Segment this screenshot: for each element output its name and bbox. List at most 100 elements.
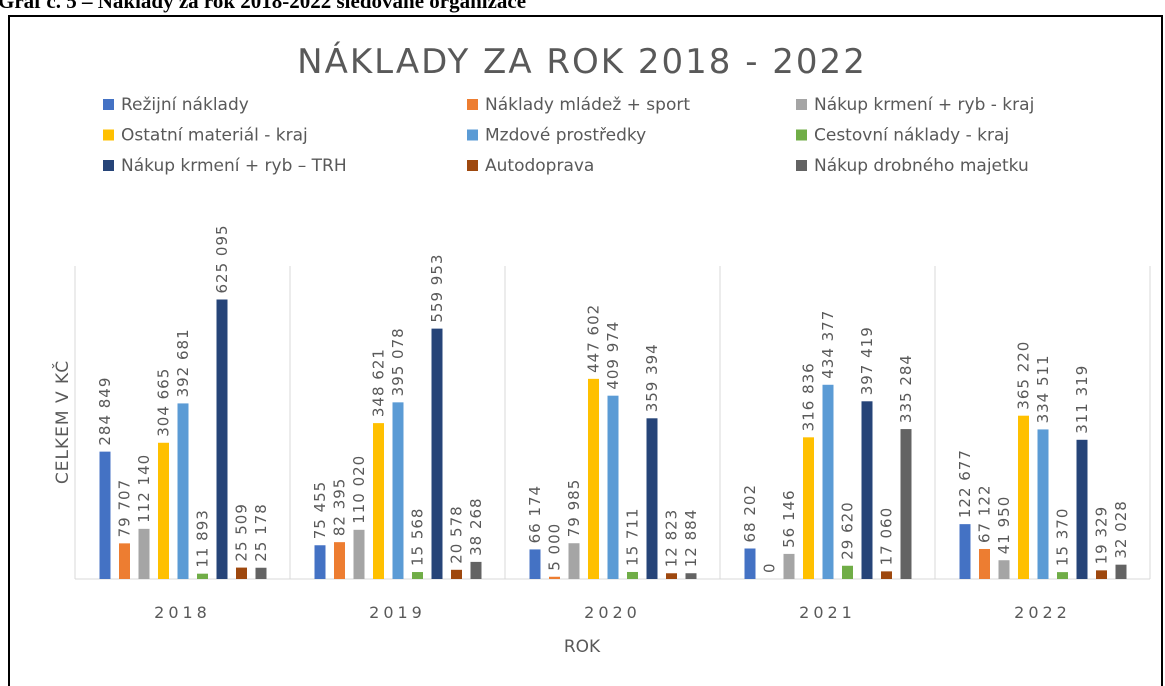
bar xyxy=(822,384,834,579)
data-label: 284 849 xyxy=(96,377,114,446)
data-label: 559 953 xyxy=(428,254,446,323)
bar xyxy=(881,571,892,579)
data-label: 365 220 xyxy=(1015,341,1033,410)
bar xyxy=(744,548,756,579)
bar xyxy=(236,567,247,579)
bar xyxy=(803,437,814,579)
legend-label: Nákup drobného majetku xyxy=(814,156,1029,176)
x-tick-label: 2022 xyxy=(1014,603,1071,622)
bar xyxy=(959,524,971,579)
bar xyxy=(1018,415,1029,579)
bar xyxy=(119,543,130,579)
bar xyxy=(529,549,541,579)
bar xyxy=(685,573,697,579)
data-label: 75 455 xyxy=(311,481,329,540)
data-label: 66 174 xyxy=(526,485,544,544)
chart-title: NÁKLADY ZA ROK 2018 - 2022 xyxy=(297,41,867,82)
data-label: 15 568 xyxy=(409,508,427,567)
legend-swatch xyxy=(467,99,478,110)
data-label: 82 395 xyxy=(331,478,349,537)
data-label: 56 146 xyxy=(780,489,798,548)
legend-swatch xyxy=(467,160,478,171)
data-label: 12 884 xyxy=(682,509,700,568)
data-label: 397 419 xyxy=(858,326,876,395)
data-label: 5 000 xyxy=(546,523,564,571)
data-label: 335 284 xyxy=(897,354,915,423)
bar xyxy=(588,378,599,579)
bar xyxy=(431,328,443,579)
data-label: 311 319 xyxy=(1073,365,1091,434)
data-label: 110 020 xyxy=(350,455,368,524)
bar xyxy=(979,548,990,579)
legend-label: Nákup krmení + ryb – TRH xyxy=(121,156,347,176)
legend-swatch xyxy=(467,129,478,141)
data-label: 359 394 xyxy=(643,343,661,412)
bar xyxy=(373,423,384,579)
y-axis-label: CELKEM V KČ xyxy=(51,360,73,484)
bar xyxy=(607,395,619,579)
data-label: 409 974 xyxy=(604,321,622,390)
data-label: 79 985 xyxy=(565,479,583,538)
data-label: 29 620 xyxy=(839,501,857,560)
bar xyxy=(353,529,365,579)
bar xyxy=(1037,429,1049,579)
data-label: 32 028 xyxy=(1112,500,1130,559)
chart-border xyxy=(8,15,1163,686)
data-label: 434 377 xyxy=(819,310,837,379)
data-label: 122 677 xyxy=(956,449,974,518)
bar xyxy=(783,553,795,579)
data-label: 19 329 xyxy=(1093,506,1111,565)
legend-label: Autodoprava xyxy=(485,156,594,176)
bar xyxy=(1115,564,1127,579)
caption: Graf č. 5 – Náklady za rok 2018-2022 sle… xyxy=(0,0,526,13)
data-label: 38 268 xyxy=(467,497,485,556)
x-tick-label: 2020 xyxy=(584,603,641,622)
bar xyxy=(1057,572,1068,579)
bar xyxy=(99,451,111,579)
bar xyxy=(197,573,208,579)
legend-swatch xyxy=(103,99,114,110)
bar xyxy=(627,571,638,579)
bar xyxy=(451,569,462,579)
bar xyxy=(216,299,228,579)
data-label: 392 681 xyxy=(174,328,192,397)
data-label: 112 140 xyxy=(135,454,153,523)
data-label: 348 621 xyxy=(370,348,388,417)
data-label: 395 078 xyxy=(389,327,407,396)
legend-swatch xyxy=(796,160,807,171)
bar xyxy=(158,442,169,579)
bar xyxy=(314,545,326,579)
data-label: 68 202 xyxy=(741,484,759,543)
data-label: 12 823 xyxy=(663,509,681,568)
data-label: 334 511 xyxy=(1034,354,1052,423)
data-label: 0 xyxy=(761,562,779,573)
bar xyxy=(646,418,658,579)
data-label: 17 060 xyxy=(878,507,896,566)
data-label: 11 893 xyxy=(194,509,212,568)
legend-swatch xyxy=(796,99,807,110)
data-label: 20 578 xyxy=(448,505,466,564)
bar xyxy=(334,542,345,579)
x-tick-label: 2018 xyxy=(154,603,211,622)
legend-swatch xyxy=(796,129,807,141)
x-tick-label: 2021 xyxy=(799,603,856,622)
x-axis-label: ROK xyxy=(564,637,601,657)
data-label: 316 836 xyxy=(800,362,818,431)
bar xyxy=(177,403,189,579)
data-label: 15 370 xyxy=(1054,508,1072,567)
legend-label: Náklady mládež + sport xyxy=(485,95,690,115)
bar xyxy=(861,401,873,579)
bar xyxy=(666,573,677,579)
legend-label: Nákup krmení + ryb - kraj xyxy=(814,95,1034,115)
bar xyxy=(412,572,423,579)
data-label: 25 178 xyxy=(252,503,270,562)
data-label: 67 122 xyxy=(976,484,994,543)
bar xyxy=(138,528,150,579)
bar xyxy=(998,560,1010,579)
x-tick-label: 2019 xyxy=(369,603,426,622)
data-label: 304 665 xyxy=(155,368,173,437)
data-label: 79 707 xyxy=(116,479,134,538)
bar xyxy=(1076,439,1088,579)
data-label: 25 509 xyxy=(233,503,251,562)
